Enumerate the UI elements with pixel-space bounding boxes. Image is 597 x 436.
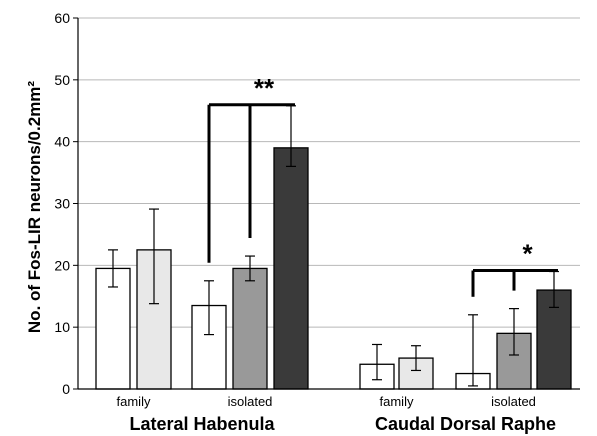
axis-labels: 0 10 20 30 40 50 60 family isolated Lateral Haben… — [54, 10, 556, 434]
y-tick-label: 40 — [54, 134, 70, 150]
error-bars-layer — [108, 105, 559, 387]
significance-brackets — [207, 103, 558, 297]
subgroup-label: family — [117, 394, 151, 409]
y-axis-title: No. of Fos-LIR neurons/0.2mm² — [25, 81, 44, 334]
bar — [273, 147, 309, 390]
axes — [73, 17, 580, 390]
group-label: Lateral Habenula — [129, 414, 275, 434]
y-tick-label: 0 — [62, 381, 70, 397]
subgroup-label: family — [380, 394, 414, 409]
subgroup-label: isolated — [491, 394, 536, 409]
y-tick-label: 10 — [54, 319, 70, 335]
y-tick-label: 60 — [54, 10, 70, 26]
y-tick-label: 20 — [54, 257, 70, 273]
bar — [232, 267, 268, 390]
y-tick-label: 30 — [54, 196, 70, 212]
subgroup-label: isolated — [228, 394, 273, 409]
bars-layer — [95, 147, 572, 390]
significance-mark: * — [522, 239, 533, 269]
significance-mark: ** — [254, 73, 275, 103]
group-label: Caudal Dorsal Raphe — [375, 414, 556, 434]
y-tick-label: 50 — [54, 72, 70, 88]
